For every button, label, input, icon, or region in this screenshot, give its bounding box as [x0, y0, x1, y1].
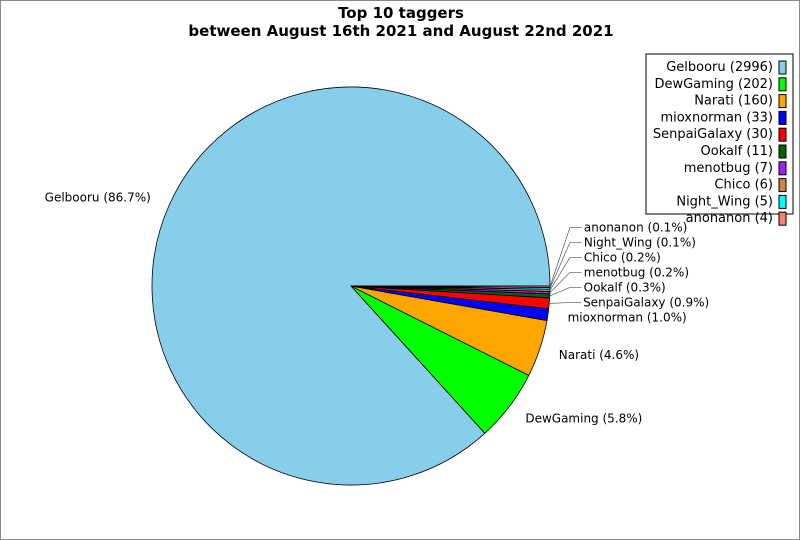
legend-swatch	[778, 77, 787, 92]
slice-label: menotbug (0.2%)	[584, 266, 689, 280]
legend-swatch	[778, 94, 787, 109]
slice-label: DewGaming (5.8%)	[525, 411, 642, 425]
slice-label: anonanon (0.1%)	[584, 221, 687, 235]
legend-swatch	[778, 178, 787, 193]
legend-box	[645, 53, 794, 215]
legend-swatch	[778, 211, 787, 226]
legend-entry-label: Narati (160)	[694, 94, 773, 109]
legend: Gelbooru (2996) DewGaming (202) Narati (16…	[645, 53, 794, 226]
legend-entry-label: Night_Wing (5)	[676, 194, 773, 209]
legend-swatch	[778, 194, 787, 209]
slice-label: Ookalf (0.3%)	[584, 281, 666, 295]
legend-entry-label: Ookalf (11)	[701, 144, 773, 159]
legend-swatch	[778, 127, 787, 142]
legend-swatch	[778, 161, 787, 176]
slice-label: Chico (0.2%)	[584, 251, 661, 265]
label-leader-line	[549, 227, 582, 287]
slice-label: Night_Wing (0.1%)	[584, 236, 696, 250]
label-leader-line	[549, 287, 582, 297]
legend-entry-label: DewGaming (202)	[654, 77, 773, 92]
legend-swatch	[778, 144, 787, 159]
label-leader-line	[549, 257, 582, 291]
legend-entry-label: menotbug (7)	[684, 161, 773, 176]
slice-label: Gelbooru (86.7%)	[45, 190, 151, 204]
label-leader-line	[549, 302, 582, 304]
chart-title: Top 10 taggers	[338, 4, 464, 22]
slice-label: SenpaiGalaxy (0.9%)	[583, 296, 709, 310]
chart-subtitle: between August 16th 2021 and August 22nd…	[188, 22, 613, 40]
slice-label: Narati (4.6%)	[559, 348, 639, 362]
label-leader-line	[549, 272, 582, 293]
legend-entry-label: SenpaiGalaxy (30)	[653, 127, 773, 142]
label-leader-line	[549, 242, 582, 289]
legend-entry-label: Gelbooru (2996)	[666, 60, 773, 75]
slice-label: mioxnorman (1.0%)	[568, 311, 687, 325]
legend-entry-label: mioxnorman (33)	[660, 110, 773, 125]
legend-swatch	[778, 60, 787, 75]
legend-swatch	[778, 110, 787, 125]
legend-entry-label: anonanon (4)	[686, 211, 773, 226]
legend-entry-label: Chico (6)	[714, 178, 773, 193]
